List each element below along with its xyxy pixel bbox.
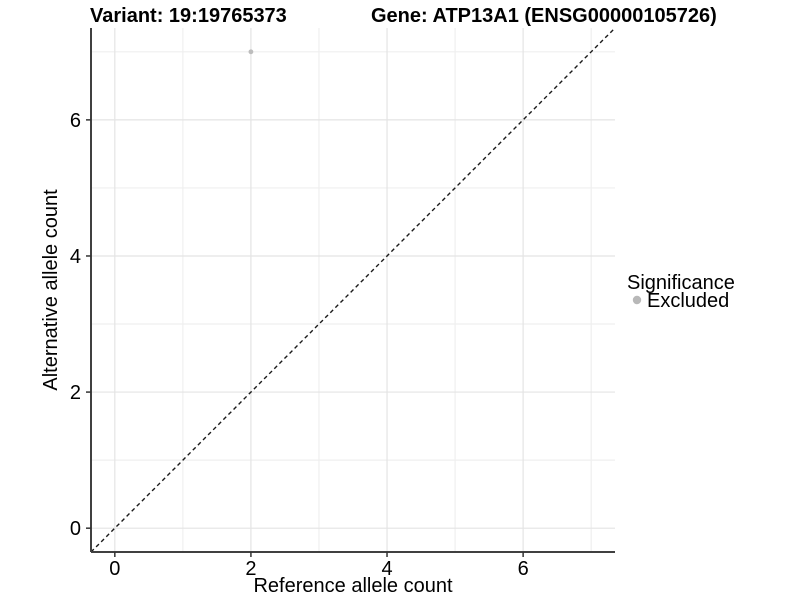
legend-title: Significance <box>627 272 735 294</box>
grid-major <box>91 28 615 552</box>
y-tick-label: 0 <box>70 518 81 540</box>
variant-title: Variant: 19:19765373 <box>90 5 287 27</box>
x-tick-label: 2 <box>245 558 256 580</box>
grid-minor <box>91 28 615 552</box>
y-axis-label: Alternative allele count <box>40 189 62 391</box>
identity-line <box>90 27 616 553</box>
gene-title: Gene: ATP13A1 (ENSG00000105726) <box>371 5 717 27</box>
y-tick-label: 6 <box>70 110 81 132</box>
tick-marks-layer <box>86 119 524 557</box>
tick-labels-layer: 0 2 4 6 0 2 4 6 <box>70 110 529 580</box>
x-tick-label: 0 <box>109 558 120 580</box>
y-tick-label: 4 <box>70 246 81 268</box>
x-tick-label: 4 <box>381 558 392 580</box>
x-tick-label: 6 <box>518 558 529 580</box>
axes-layer <box>90 28 615 553</box>
data-points-layer <box>248 49 254 55</box>
legend-entry-label: Excluded <box>647 290 729 312</box>
data-point <box>248 49 254 55</box>
legend: Significance Excluded <box>627 272 735 312</box>
excluded-legend-marker-icon <box>632 295 642 305</box>
identity-line-layer <box>90 27 616 553</box>
x-axis-label: Reference allele count <box>253 575 452 597</box>
y-tick-label: 2 <box>70 382 81 404</box>
